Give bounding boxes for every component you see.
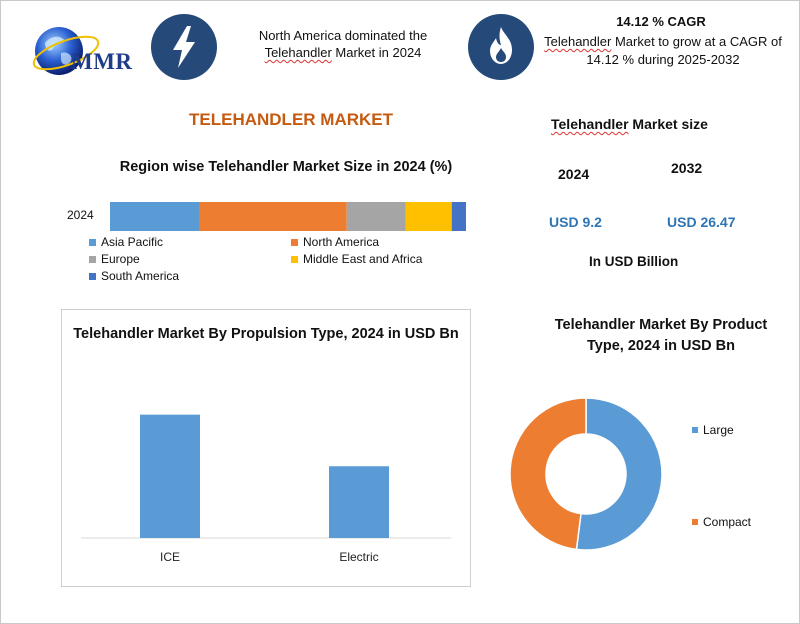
size-value-2024: USD 9.2 — [549, 214, 602, 230]
mmr-logo — [31, 19, 151, 89]
legend-item-south-america: South America — [89, 269, 179, 283]
flame-icon — [468, 14, 534, 80]
legend-item-large: Large — [692, 423, 734, 437]
legend-swatch — [692, 427, 698, 433]
size-value-2032: USD 26.47 — [667, 214, 736, 230]
legend-item-asia-pacific: Asia Pacific — [89, 235, 163, 249]
size-unit-label: In USD Billion — [589, 254, 679, 269]
legend-label: South America — [101, 269, 180, 283]
propulsion-chart-title: Telehandler Market By Propulsion Type, 2… — [73, 326, 459, 342]
legend-swatch — [89, 272, 96, 280]
region-bar-segment-asia-pacific — [110, 202, 199, 231]
lightning-bolt-icon — [151, 14, 217, 80]
region-bar-segment-europe — [346, 202, 406, 231]
legend-label: Compact — [703, 515, 752, 529]
legend-label: Large — [703, 423, 734, 437]
logo-text: MMR — [71, 49, 133, 74]
legend-label: Middle East and Africa — [303, 252, 423, 266]
propulsion-bar-ice — [140, 414, 200, 538]
region-bar-segment-middle-east-and-africa — [405, 202, 452, 231]
legend-item-north-america: North America — [291, 235, 379, 249]
propulsion-bar-electric — [329, 466, 389, 538]
headline-text: North America dominated the Telehandler … — [258, 28, 428, 60]
legend-swatch — [291, 255, 298, 263]
donut-slice-compact — [509, 397, 587, 551]
size-year-2024: 2024 — [558, 166, 590, 182]
legend-item-compact: Compact — [692, 515, 751, 529]
region-bar-year-label: 2024 — [67, 208, 94, 222]
propulsion-tick-label: ICE — [160, 550, 180, 564]
legend-label: North America — [303, 235, 380, 249]
main-title: TELEHANDLER MARKET — [189, 110, 393, 129]
cagr-description: Telehandler Market to grow at a CAGR of … — [544, 34, 782, 67]
legend-label: Europe — [101, 252, 140, 266]
product-donut-chart — [509, 397, 663, 551]
legend-item-europe: Europe — [89, 252, 140, 266]
globe-icon — [32, 27, 100, 75]
legend-swatch — [692, 519, 698, 525]
region-bar-segment-north-america — [199, 202, 347, 231]
propulsion-bar-chart: ICE Electric — [81, 414, 451, 564]
propulsion-chart-panel — [61, 309, 471, 587]
legend-label: Asia Pacific — [101, 235, 164, 249]
market-size-title: Telehandler Market size — [551, 116, 708, 132]
region-chart-title: Region wise Telehandler Market Size in 2… — [119, 159, 453, 175]
cagr-title: 14.12 % CAGR — [616, 14, 706, 29]
donut-slice-large — [575, 397, 663, 551]
region-bar-segment-south-america — [451, 202, 466, 231]
size-year-2032: 2032 — [671, 160, 703, 176]
legend-item-middle-east-and-africa: Middle East and Africa — [291, 252, 422, 266]
propulsion-tick-label: Electric — [339, 550, 378, 564]
legend-swatch — [89, 238, 96, 246]
legend-swatch — [89, 255, 96, 263]
product-chart-title: Telehandler Market By Product Type, 2024… — [554, 317, 768, 354]
legend-swatch — [291, 238, 298, 246]
region-stacked-bar — [110, 202, 466, 231]
